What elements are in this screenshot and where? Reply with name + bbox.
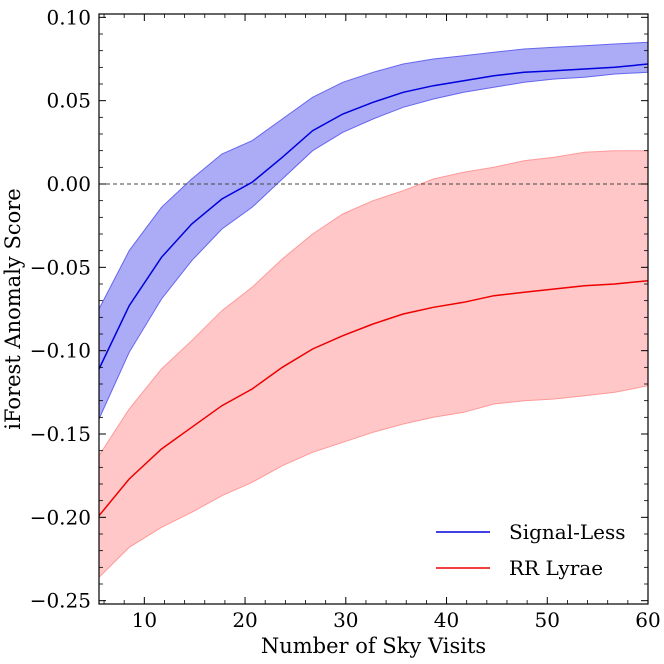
legend: Signal-Less RR Lyrae [436,520,626,580]
series-lines [98,63,649,517]
line-series-0 [98,63,649,370]
y-tick-label: −0.10 [30,339,91,363]
tick-labels: 10 20 30 40 50 60 0.10 0.05 0.00 −0.05 −0.10 −0.15 −… [30,5,661,632]
legend-label-1: RR Lyrae [509,556,603,580]
y-tick-label: −0.20 [30,505,91,529]
legend-label-0: Signal-Less [509,520,626,544]
x-tick-label: 40 [434,608,459,632]
line-series-1 [98,279,649,517]
y-tick-label: 0.05 [46,89,91,113]
x-axis-label: Number of Sky Visits [261,634,486,658]
confidence-bands [98,41,649,579]
x-tick-label: 30 [333,608,358,632]
x-tick-label: 10 [132,608,157,632]
y-tick-label: −0.25 [30,589,91,613]
y-axis-label: iForest Anomaly Score [1,188,25,429]
x-tick-label: 20 [232,608,257,632]
y-tick-label: 0.00 [46,172,91,196]
axis-ticks [99,14,649,604]
x-tick-label: 50 [535,608,560,632]
y-tick-label: −0.05 [30,255,91,279]
plot-frame [98,13,649,605]
y-tick-label: 0.10 [46,5,91,29]
y-tick-label: −0.15 [30,422,91,446]
x-tick-label: 60 [635,608,660,632]
